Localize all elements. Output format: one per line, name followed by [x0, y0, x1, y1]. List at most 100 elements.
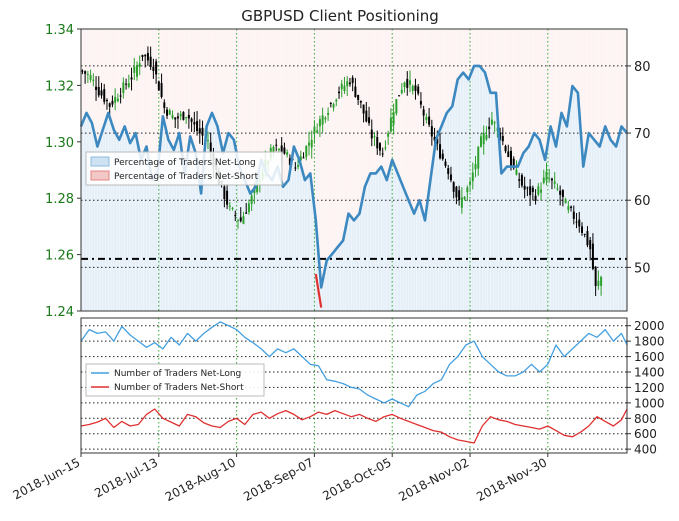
long-fill-band	[127, 138, 131, 311]
short-fill-band	[307, 29, 311, 176]
candle-body	[324, 117, 327, 120]
short-fill-band	[214, 29, 218, 123]
candle-body	[185, 117, 188, 119]
candle-body	[395, 99, 398, 114]
candle-body	[310, 139, 313, 148]
long-fill-band	[274, 170, 278, 311]
legend-label-count-long: Number of Traders Net-Long	[114, 369, 241, 379]
long-fill-band	[138, 153, 142, 311]
short-fill-band	[359, 29, 363, 207]
long-fill-band	[321, 280, 325, 311]
long-fill-band	[288, 171, 292, 311]
long-fill-band	[182, 163, 186, 311]
candle-body	[335, 99, 338, 102]
short-fill-band	[501, 29, 505, 172]
long-fill-band	[616, 141, 620, 311]
short-fill-band	[405, 29, 409, 197]
candle-body	[370, 129, 373, 139]
candle-body	[144, 55, 147, 57]
short-fill-band	[244, 29, 248, 184]
long-fill-band	[206, 123, 210, 311]
short-fill-band	[258, 29, 262, 167]
bottom-right-tick-label: 1400	[634, 366, 665, 380]
long-fill-band	[261, 163, 265, 311]
candle-body	[504, 146, 507, 152]
x-tick-label: 2018-Nov-02	[396, 455, 471, 504]
long-fill-band	[525, 148, 530, 311]
long-fill-band	[531, 136, 535, 311]
short-fill-band	[242, 29, 246, 177]
short-fill-band	[613, 29, 617, 145]
long-fill-band	[236, 159, 240, 311]
candle-body	[458, 190, 461, 201]
percent-short-dip-series	[314, 273, 323, 308]
long-fill-band	[277, 171, 281, 311]
short-fill-band	[141, 29, 145, 157]
long-fill-band	[263, 170, 267, 311]
candle-body	[108, 103, 111, 107]
candle-body	[526, 187, 529, 189]
candle-body	[452, 182, 455, 192]
short-fill-band	[479, 29, 483, 68]
short-fill-band	[482, 29, 486, 71]
long-fill-band	[613, 144, 617, 311]
long-fill-band	[493, 92, 497, 312]
candle-body	[542, 177, 545, 183]
candle-body	[228, 205, 231, 207]
long-fill-band	[569, 96, 573, 312]
candle-body	[226, 190, 229, 205]
candle-body	[190, 118, 193, 122]
short-fill-band	[334, 29, 338, 249]
candle-body	[520, 175, 523, 186]
candle-body	[133, 66, 136, 73]
legend-label-long: Percentage of Traders Net-Long	[114, 158, 256, 168]
short-fill-band	[465, 29, 469, 78]
candle-body	[130, 77, 133, 80]
candle-body	[384, 147, 387, 149]
long-fill-band	[490, 92, 494, 312]
long-fill-band	[553, 141, 557, 311]
short-fill-band	[272, 29, 276, 177]
long-fill-band	[485, 77, 489, 311]
candle-body	[591, 243, 594, 269]
short-fill-band	[182, 29, 186, 164]
long-fill-band	[572, 87, 576, 311]
short-fill-band	[457, 29, 461, 78]
short-fill-band	[460, 29, 464, 75]
legend-swatch-short	[90, 170, 110, 181]
candle-body	[441, 153, 444, 160]
legend-swatch-long	[90, 156, 110, 167]
candle-body	[160, 83, 163, 97]
trader-count-series	[80, 408, 628, 444]
candle-body	[122, 82, 125, 94]
bottom-right-tick-label: 400	[634, 443, 657, 457]
candle-body	[561, 189, 564, 197]
long-fill-band	[247, 190, 251, 311]
short-fill-band	[384, 29, 388, 177]
short-fill-band	[618, 29, 622, 132]
long-fill-band	[252, 188, 257, 311]
candle-body	[297, 165, 300, 167]
short-fill-band	[340, 29, 344, 243]
candle-body	[168, 110, 171, 115]
short-fill-band	[378, 29, 382, 169]
long-fill-band	[239, 170, 243, 311]
bottom-legend: Number of Traders Net-Long Number of Tra…	[85, 363, 265, 397]
long-fill-band	[594, 141, 598, 311]
long-fill-band	[217, 133, 221, 311]
short-fill-band	[564, 29, 568, 123]
long-fill-band	[299, 164, 303, 311]
candle-body	[471, 172, 474, 182]
long-fill-band	[356, 215, 360, 311]
candle-body	[250, 195, 253, 204]
long-fill-band	[283, 185, 287, 311]
candle-body	[321, 115, 324, 125]
short-fill-band	[534, 29, 538, 135]
long-fill-band	[318, 270, 322, 311]
short-fill-band	[192, 29, 196, 150]
candle-body	[365, 110, 368, 122]
long-fill-band	[332, 252, 336, 311]
candle-body	[149, 56, 152, 68]
candle-body	[275, 144, 278, 146]
long-fill-band	[272, 176, 276, 311]
